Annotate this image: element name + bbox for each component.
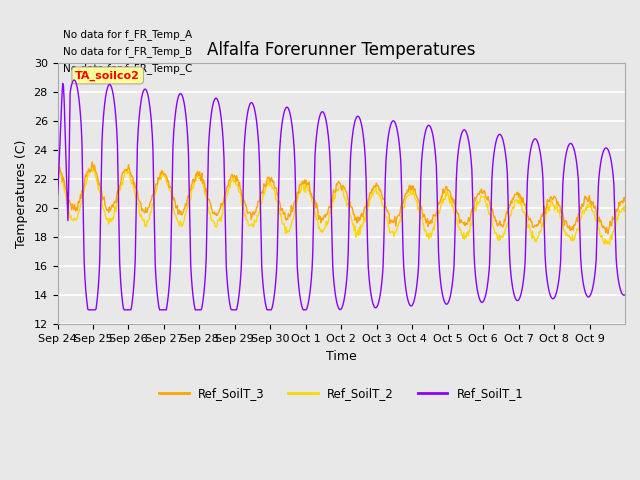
Legend: Ref_SoilT_3, Ref_SoilT_2, Ref_SoilT_1: Ref_SoilT_3, Ref_SoilT_2, Ref_SoilT_1 (154, 383, 528, 405)
Text: No data for f_FR_Temp_B: No data for f_FR_Temp_B (63, 46, 193, 57)
Text: TA_soilco2: TA_soilco2 (76, 70, 140, 81)
X-axis label: Time: Time (326, 349, 356, 362)
Y-axis label: Temperatures (C): Temperatures (C) (15, 140, 28, 248)
Title: Alfalfa Forerunner Temperatures: Alfalfa Forerunner Temperatures (207, 41, 476, 59)
Text: No data for f_FR_Temp_A: No data for f_FR_Temp_A (63, 29, 193, 40)
Text: No data for f_FR_Temp_C: No data for f_FR_Temp_C (63, 63, 193, 74)
